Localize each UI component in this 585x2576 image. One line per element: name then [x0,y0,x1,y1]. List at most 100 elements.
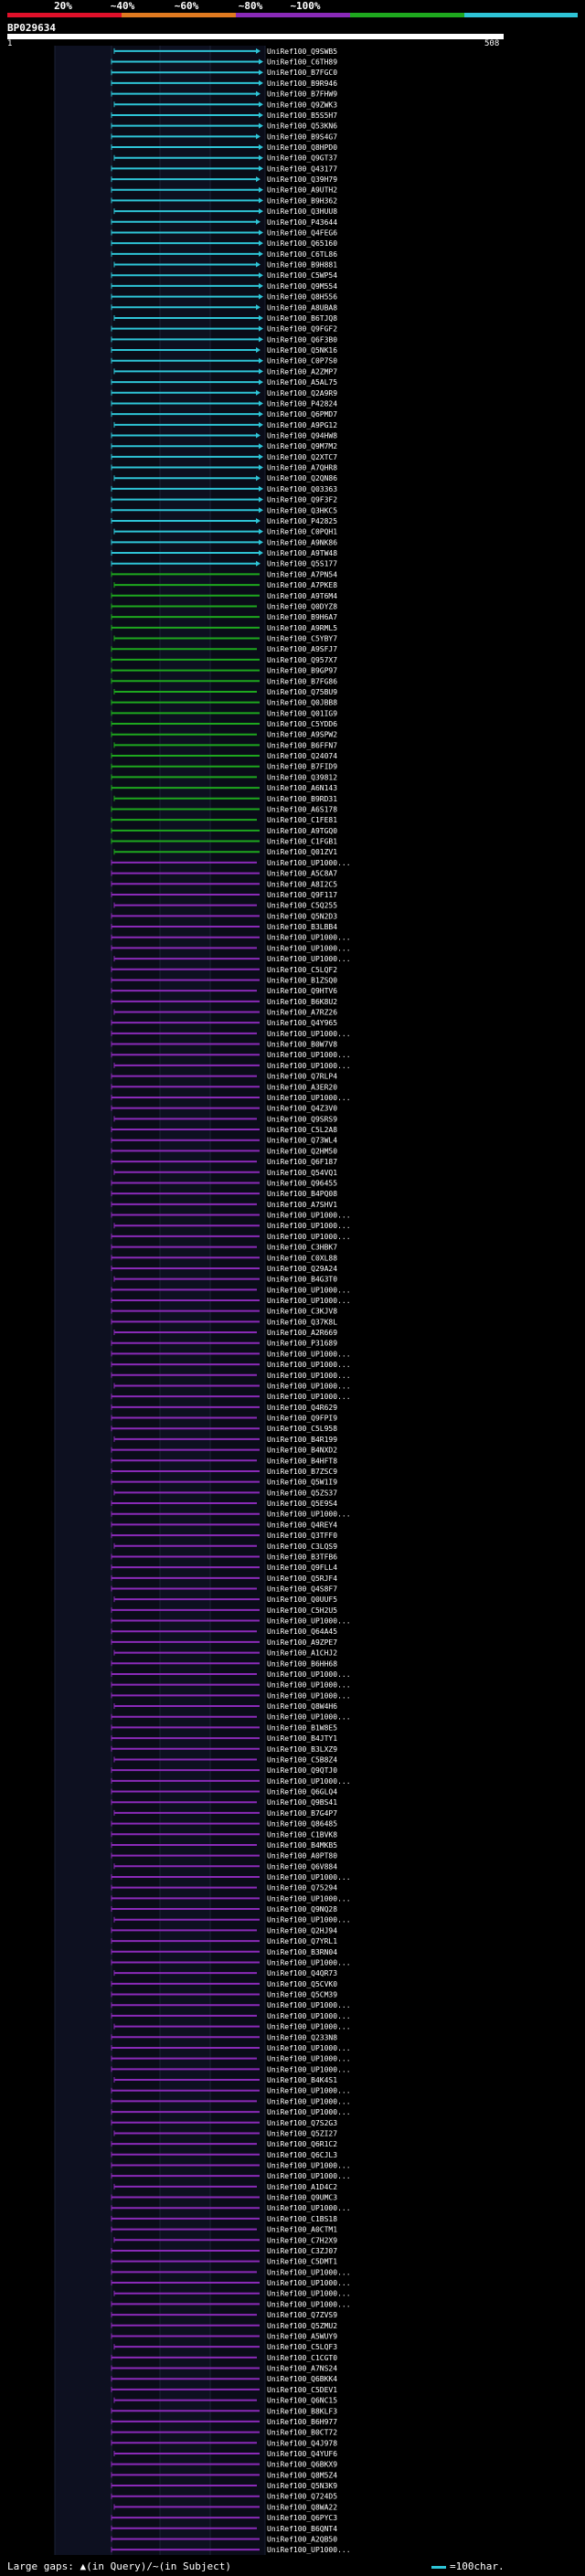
hit-label[interactable]: UniRef100_UP1000... [267,1670,351,1679]
hit-label[interactable]: UniRef100_C5YBY7 [267,635,337,643]
hit-label[interactable]: UniRef100_UP1000... [267,1350,351,1358]
hit-label[interactable]: UniRef100_UP1000... [267,1062,351,1070]
hit-label[interactable]: UniRef100_Q9F117 [267,891,337,899]
hit-label[interactable]: UniRef100_B9R946 [267,80,337,88]
hit-label[interactable]: UniRef100_Q5N3K9 [267,2482,337,2490]
hit-label[interactable]: UniRef100_Q4S8F7 [267,1585,337,1593]
hit-label[interactable]: UniRef100_Q724D5 [267,2493,337,2501]
hit-label[interactable]: UniRef100_Q7ZVS9 [267,2311,337,2319]
hit-label[interactable]: UniRef100_B4K4S1 [267,2076,337,2084]
hit-label[interactable]: UniRef100_UP1000... [267,1894,351,1903]
hit-label[interactable]: UniRef100_A6S178 [267,805,337,813]
hit-label[interactable]: UniRef100_B6HH68 [267,1659,337,1668]
hit-label[interactable]: UniRef100_UP1000... [267,2204,351,2212]
hit-label[interactable]: UniRef100_C5DEV1 [267,2386,337,2394]
hit-label[interactable]: UniRef100_Q75294 [267,1884,337,1892]
hit-label[interactable]: UniRef100_UP1000... [267,1873,351,1882]
hit-label[interactable]: UniRef100_Q9HTV6 [267,987,337,995]
hit-label[interactable]: UniRef100_Q9GT37 [267,154,337,163]
hit-label[interactable]: UniRef100_B9H6A7 [267,613,337,621]
hit-label[interactable]: UniRef100_UP1000... [267,2279,351,2287]
hit-label[interactable]: UniRef100_UP1000... [267,944,351,952]
hit-label[interactable]: UniRef100_UP1000... [267,2300,351,2308]
hit-label[interactable]: UniRef100_UP1000... [267,1297,351,1305]
hit-label[interactable]: UniRef100_A5WUY9 [267,2332,337,2340]
hit-label[interactable]: UniRef100_UP1000... [267,1382,351,1390]
hit-label[interactable]: UniRef100_A0CTM1 [267,2226,337,2234]
hit-label[interactable]: UniRef100_A1D4C2 [267,2183,337,2191]
hit-label[interactable]: UniRef100_C0XL88 [267,1254,337,1262]
hit-label[interactable]: UniRef100_UP1000... [267,1030,351,1038]
hit-label[interactable]: UniRef100_C3ZJ07 [267,2247,337,2255]
hit-label[interactable]: UniRef100_Q54VQ1 [267,1169,337,1177]
hit-label[interactable]: UniRef100_C5LQF2 [267,966,337,974]
hit-label[interactable]: UniRef100_B6H977 [267,2418,337,2426]
hit-label[interactable]: UniRef100_A3ER20 [267,1083,337,1091]
hit-label[interactable]: UniRef100_C3KJV8 [267,1308,337,1316]
hit-label[interactable]: UniRef100_Q4REY4 [267,1521,337,1529]
hit-label[interactable]: UniRef100_Q8HPD0 [267,143,337,152]
hit-label[interactable]: UniRef100_UP1000... [267,1094,351,1102]
hit-label[interactable]: UniRef100_Q5S177 [267,560,337,568]
hit-label[interactable]: UniRef100_Q2QN86 [267,474,337,482]
hit-label[interactable]: UniRef100_UP1000... [267,2172,351,2180]
hit-label[interactable]: UniRef100_B3LBB4 [267,923,337,931]
hit-label[interactable]: UniRef100_Q9FLL4 [267,1564,337,1572]
hit-label[interactable]: UniRef100_Q86485 [267,1820,337,1829]
hit-label[interactable]: UniRef100_Q7S2G3 [267,2119,337,2127]
hit-label[interactable]: UniRef100_A2QB50 [267,2535,337,2543]
hit-label[interactable]: UniRef100_A9NK86 [267,538,337,546]
hit-label[interactable]: UniRef100_Q5CVK0 [267,1980,337,1988]
hit-label[interactable]: UniRef100_UP1000... [267,934,351,942]
hit-label[interactable]: UniRef100_Q2A9R9 [267,389,337,398]
hit-label[interactable]: UniRef100_B9GP97 [267,667,337,675]
hit-label[interactable]: UniRef100_C5B8Z4 [267,1755,337,1764]
hit-label[interactable]: UniRef100_B0W7V8 [267,1041,337,1049]
hit-label[interactable]: UniRef100_UP1000... [267,2087,351,2095]
hit-label[interactable]: UniRef100_C1BVK8 [267,1830,337,1839]
hit-label[interactable]: UniRef100_C1FE81 [267,816,337,824]
hit-label[interactable]: UniRef100_Q6BKX9 [267,2461,337,2469]
hit-label[interactable]: UniRef100_UP1000... [267,1233,351,1241]
hit-label[interactable]: UniRef100_Q6GLQ4 [267,1788,337,1797]
hit-label[interactable]: UniRef100_B0CT72 [267,2429,337,2437]
hit-label[interactable]: UniRef100_Q4FEG6 [267,228,337,237]
hit-label[interactable]: UniRef100_Q4J978 [267,2439,337,2447]
hit-label[interactable]: UniRef100_Q3TFF0 [267,1532,337,1540]
hit-label[interactable]: UniRef100_B9H362 [267,196,337,205]
hit-label[interactable]: UniRef100_Q5E9S4 [267,1500,337,1508]
hit-label[interactable]: UniRef100_A9RML5 [267,624,337,632]
hit-label[interactable]: UniRef100_B7FG86 [267,677,337,685]
hit-label[interactable]: UniRef100_UP1000... [267,2055,351,2063]
hit-label[interactable]: UniRef100_Q5ZMU2 [267,2322,337,2330]
hit-label[interactable]: UniRef100_C0PQH1 [267,528,337,536]
hit-label[interactable]: UniRef100_A8I2C5 [267,880,337,888]
hit-label[interactable]: UniRef100_Q4R629 [267,1404,337,1412]
hit-label[interactable]: UniRef100_UP1000... [267,1372,351,1380]
hit-label[interactable]: UniRef100_P42824 [267,399,337,408]
hit-label[interactable]: UniRef100_C5YDD6 [267,720,337,728]
hit-label[interactable]: UniRef100_UP1000... [267,1681,351,1690]
hit-label[interactable]: UniRef100_Q39H79 [267,175,337,184]
hit-label[interactable]: UniRef100_Q9SRS9 [267,1115,337,1123]
hit-label[interactable]: UniRef100_UP1000... [267,2023,351,2031]
hit-label[interactable]: UniRef100_Q7RLP4 [267,1073,337,1081]
hit-label[interactable]: UniRef100_Q9QTJ0 [267,1766,337,1775]
hit-label[interactable]: UniRef100_A2R669 [267,1329,337,1337]
hit-label[interactable]: UniRef100_UP1000... [267,1777,351,1786]
hit-label[interactable]: UniRef100_UP1000... [267,1222,351,1230]
hit-label[interactable]: UniRef100_C1CGT0 [267,2354,337,2362]
hit-label[interactable]: UniRef100_Q5ZS37 [267,1489,337,1497]
hit-label[interactable]: UniRef100_Q5W1I9 [267,1479,337,1487]
hit-label[interactable]: UniRef100_Q6BKK4 [267,2375,337,2383]
hit-label[interactable]: UniRef100_B4R199 [267,1436,337,1444]
hit-label[interactable]: UniRef100_Q3HKC5 [267,506,337,514]
hit-label[interactable]: UniRef100_B8KLF3 [267,2407,337,2415]
hit-label[interactable]: UniRef100_Q9FGF2 [267,325,337,334]
hit-label[interactable]: UniRef100_P31689 [267,1340,337,1348]
hit-label[interactable]: UniRef100_C3LQS9 [267,1542,337,1551]
hit-label[interactable]: UniRef100_Q957X7 [267,656,337,664]
hit-label[interactable]: UniRef100_A9SPW2 [267,731,337,739]
hit-label[interactable]: UniRef100_UP1000... [267,2097,351,2105]
hit-label[interactable]: UniRef100_B3RN04 [267,1948,337,1956]
